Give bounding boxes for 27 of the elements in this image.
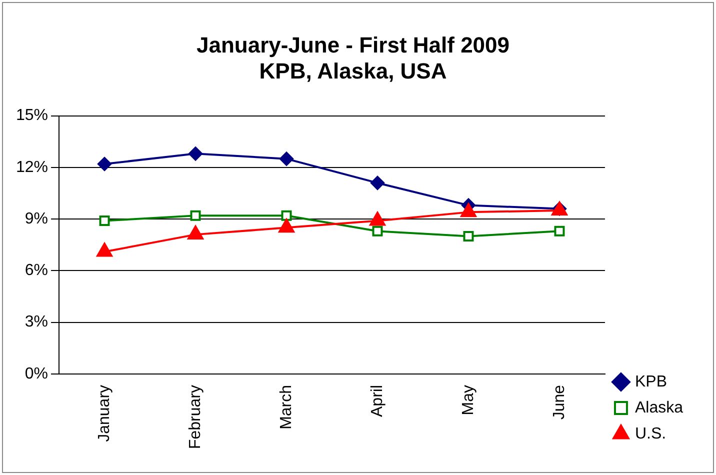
x-tick-label: February xyxy=(186,384,204,450)
point xyxy=(370,176,384,190)
y-tick-label: 15% xyxy=(16,107,48,124)
x-tick-label: March xyxy=(278,384,295,430)
x-tick-label: April xyxy=(368,384,386,417)
point xyxy=(188,146,203,161)
point xyxy=(188,226,204,240)
legend-label: Alaska xyxy=(634,399,684,416)
y-tick-label: 0% xyxy=(24,365,48,382)
x-tick-label: January xyxy=(96,384,113,442)
x-tick-label: June xyxy=(550,384,568,420)
y-tick-label: 3% xyxy=(24,314,48,331)
y-tick-label: 12% xyxy=(16,158,48,176)
y-tick-label: 9% xyxy=(24,210,48,228)
point xyxy=(190,210,201,221)
point xyxy=(99,216,110,226)
point xyxy=(281,210,292,221)
point xyxy=(280,152,294,166)
point xyxy=(463,231,474,242)
point xyxy=(98,156,112,171)
point xyxy=(372,226,383,236)
point xyxy=(554,226,565,236)
legend-label: KPB xyxy=(634,373,667,390)
x-tick-label: May xyxy=(460,384,477,416)
y-tick-label: 6% xyxy=(24,262,48,280)
chart-title: January-June - First Half 2009 KPB, Alaska, USA xyxy=(196,32,510,84)
legend-label: U.S. xyxy=(634,425,666,442)
